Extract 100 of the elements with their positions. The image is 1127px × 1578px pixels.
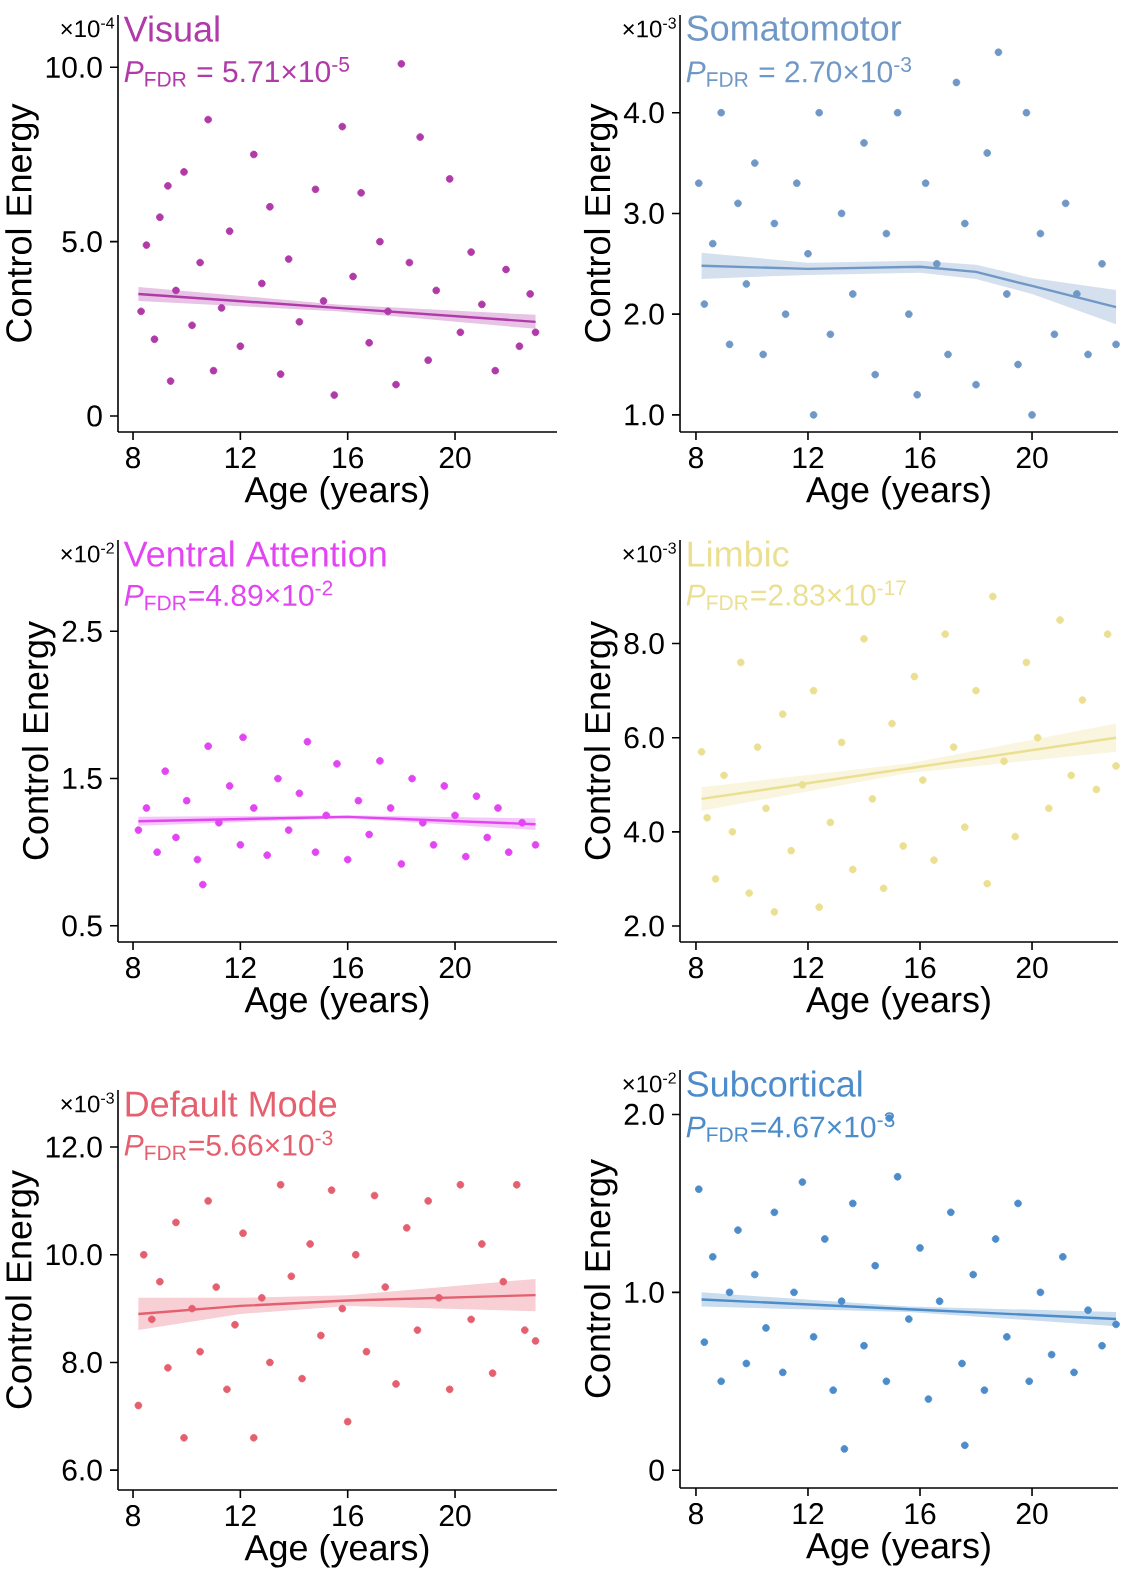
point <box>478 1240 486 1248</box>
point <box>750 1270 759 1279</box>
y-tick-label: 6.0 <box>62 1459 102 1481</box>
point <box>204 742 212 750</box>
chart-title: Visual <box>123 15 219 42</box>
point <box>172 833 180 842</box>
point <box>521 1326 529 1334</box>
point <box>429 841 438 849</box>
point <box>916 1244 924 1252</box>
point <box>815 903 823 911</box>
y-tick-label: 4.0 <box>623 102 664 124</box>
point <box>223 1385 231 1394</box>
point <box>849 1199 857 1208</box>
y-tick-label: 8.0 <box>62 1351 102 1374</box>
point <box>365 338 373 347</box>
x-axis-title: Age (years) <box>244 1534 429 1568</box>
point <box>295 789 304 798</box>
point <box>750 159 759 167</box>
y-tick-label: 12.0 <box>46 1136 102 1158</box>
point <box>961 823 969 831</box>
point <box>416 133 424 141</box>
point <box>445 175 454 183</box>
chart-title: Default Mode <box>126 1090 337 1117</box>
y-tick-label: 5.0 <box>62 231 102 253</box>
y-tick-label: 2.0 <box>624 303 664 325</box>
text: ×10$^{-3}$ <box>61 1092 114 1113</box>
point <box>166 377 175 385</box>
point <box>502 265 510 274</box>
point <box>736 658 745 667</box>
point <box>734 1226 742 1234</box>
point <box>905 310 913 318</box>
point <box>919 776 927 784</box>
point <box>1067 771 1076 780</box>
point <box>408 774 416 783</box>
point <box>860 139 868 147</box>
point <box>770 219 779 228</box>
point <box>231 1320 239 1329</box>
point <box>958 1359 966 1368</box>
point <box>1050 330 1059 339</box>
x-axis-title: Age (years) <box>806 1532 990 1566</box>
point <box>734 199 742 208</box>
point <box>708 1252 717 1261</box>
x-tick-label: 16 <box>905 447 936 469</box>
point <box>217 304 226 312</box>
point <box>849 290 857 298</box>
point <box>284 255 293 263</box>
x-tick-label: 12 <box>225 957 256 979</box>
y-tick-label: 1.0 <box>625 1281 664 1303</box>
point <box>236 841 245 849</box>
point <box>1061 199 1070 208</box>
point <box>815 108 823 117</box>
x-tick-label: 16 <box>333 1505 364 1527</box>
point <box>893 1172 902 1181</box>
point <box>461 852 470 861</box>
point <box>1070 1368 1078 1377</box>
point <box>338 122 347 131</box>
point <box>694 179 703 188</box>
text: ×10$^{-2}$ <box>623 1072 676 1093</box>
point <box>933 259 941 268</box>
point <box>893 108 902 117</box>
point <box>809 411 818 419</box>
point <box>306 1240 314 1248</box>
point <box>879 884 888 893</box>
y-tick-label: 2.5 <box>62 620 102 642</box>
x-tick-label: 20 <box>439 1505 471 1527</box>
x-axis-title: Age (years) <box>806 476 990 510</box>
point <box>840 1445 849 1453</box>
text: P$_{FDR}$=2.83×10$^{-17}$ <box>686 580 906 611</box>
point <box>405 258 414 267</box>
point <box>526 290 534 298</box>
point <box>504 848 513 856</box>
point <box>983 149 992 157</box>
point <box>742 1359 751 1368</box>
point <box>161 767 170 775</box>
y-tick-label: 1.5 <box>63 768 102 790</box>
point <box>1103 630 1112 638</box>
point <box>694 1185 703 1193</box>
point <box>1022 658 1031 667</box>
x-tick-label: 16 <box>905 1503 936 1525</box>
point <box>1036 1288 1045 1297</box>
text: P$_{FDR}$=4.89×10$^{-2}$ <box>124 580 333 611</box>
point <box>139 1250 148 1259</box>
y-axis-title: Control Energy <box>583 1159 618 1398</box>
point <box>829 1386 837 1394</box>
x-tick-label: 8 <box>126 1505 141 1527</box>
point <box>156 1277 164 1286</box>
x-tick-label: 8 <box>688 1503 703 1525</box>
point <box>1098 1341 1106 1350</box>
point <box>180 1434 188 1442</box>
point <box>935 1297 944 1306</box>
y-axis-title: Control Energy <box>583 103 618 342</box>
point <box>370 1191 379 1200</box>
y-axis-title: Control Energy <box>583 621 618 860</box>
point <box>349 272 357 281</box>
y-tick-label: 2.0 <box>624 915 664 937</box>
point <box>212 1283 221 1291</box>
point <box>317 1331 325 1340</box>
point <box>276 1180 285 1189</box>
point <box>172 286 180 295</box>
x-tick-label: 8 <box>126 447 141 469</box>
